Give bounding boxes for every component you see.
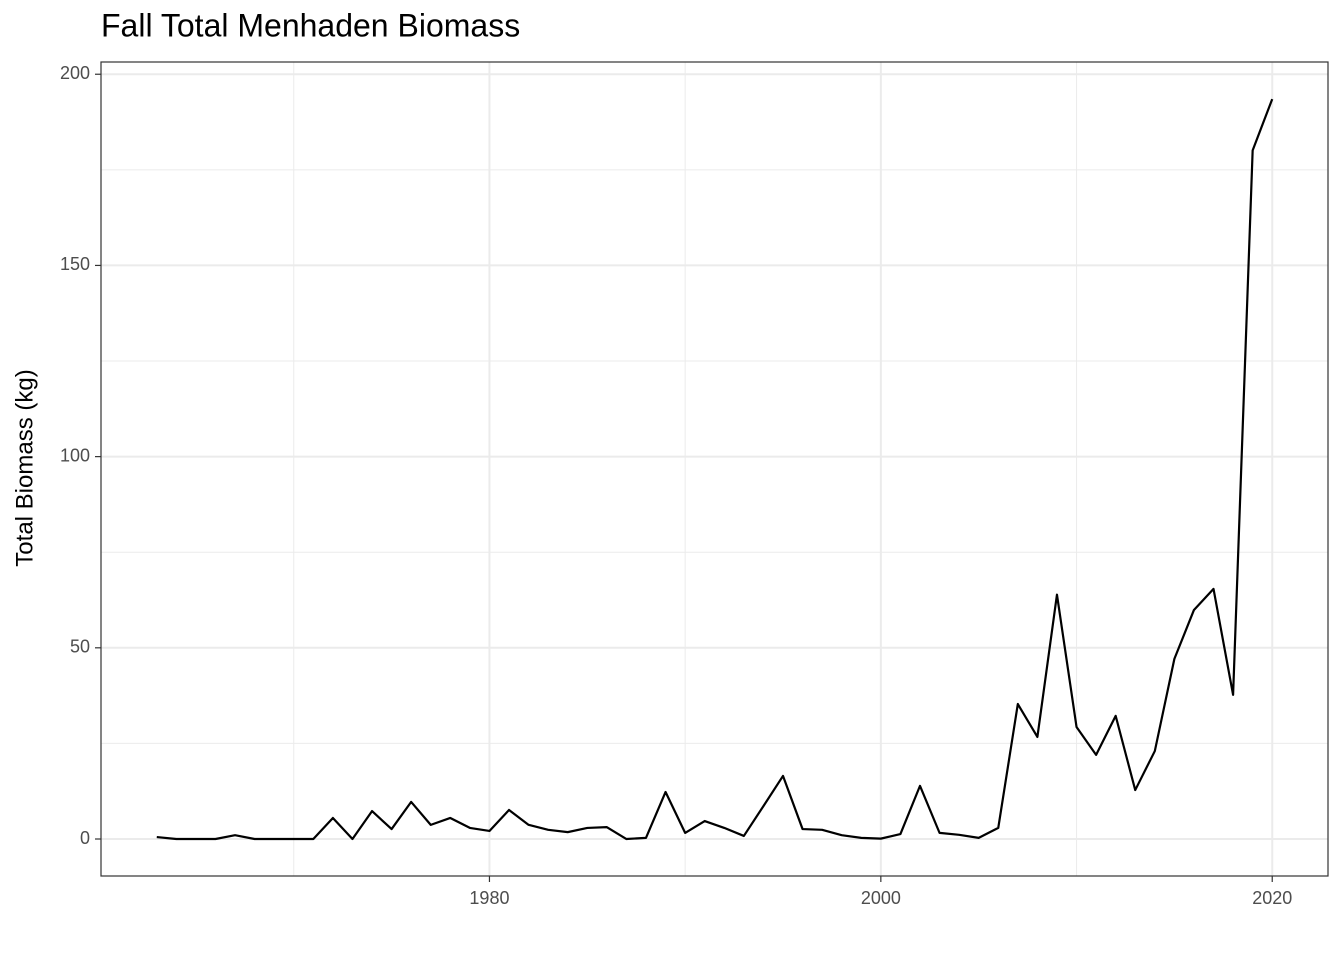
y-axis-label: Total Biomass (kg) (11, 369, 38, 566)
x-tick-label: 1980 (469, 888, 509, 908)
y-tick-label: 150 (60, 254, 90, 274)
y-tick-label: 100 (60, 445, 90, 465)
panel-border (100, 61, 1329, 877)
data-line (156, 98, 1274, 841)
x-tick-label: 2000 (861, 888, 901, 908)
y-tick-label: 200 (60, 63, 90, 83)
chart-title: Fall Total Menhaden Biomass (101, 7, 520, 43)
x-tick-label: 2020 (1252, 888, 1292, 908)
y-tick-label: 50 (70, 637, 90, 657)
y-tick-label: 0 (80, 828, 90, 848)
